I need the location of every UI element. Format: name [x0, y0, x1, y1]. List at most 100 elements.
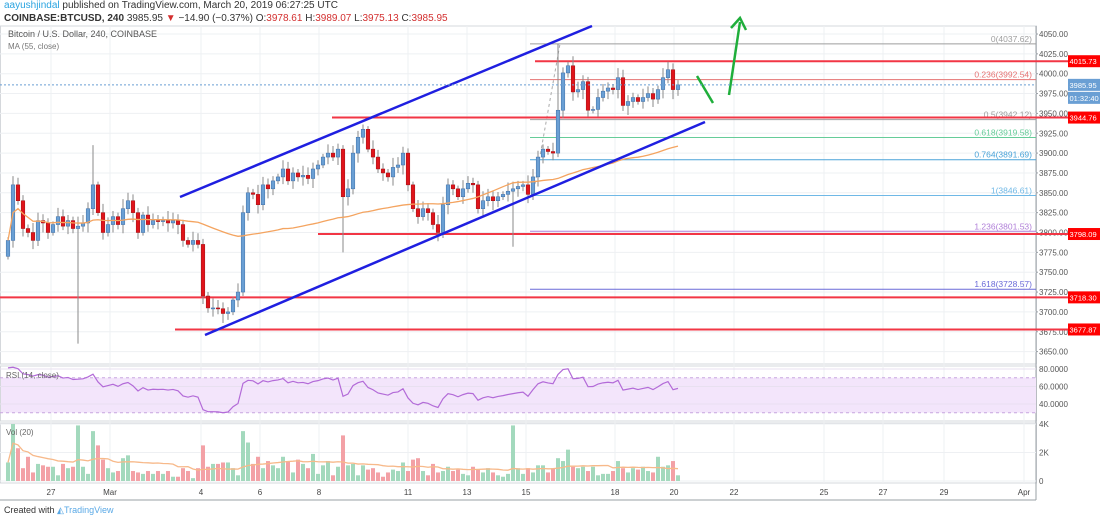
volume-bar	[196, 468, 200, 481]
candle-body	[60, 216, 66, 227]
volume-bar	[66, 468, 70, 481]
y-tick-label: 3750.00	[1039, 268, 1068, 277]
candle-body	[225, 311, 231, 314]
volume-bar	[331, 475, 335, 481]
candle-body	[665, 69, 671, 78]
volume-bar	[641, 466, 645, 481]
level-price-tag: 3677.87	[1070, 325, 1097, 334]
candle-body	[165, 220, 171, 224]
volume-bar	[571, 466, 575, 481]
volume-bar	[246, 442, 250, 481]
volume-legend: Vol (20)	[6, 428, 34, 437]
volume-bar	[46, 466, 50, 481]
candle-body	[240, 212, 246, 293]
candle-body	[175, 220, 181, 225]
volume-bar	[141, 473, 145, 481]
volume-bar	[366, 469, 370, 481]
candle-body	[605, 87, 611, 92]
candle-body	[155, 220, 161, 222]
candle-body	[585, 81, 591, 111]
candle-body	[565, 65, 571, 74]
down-move-line	[695, 75, 715, 104]
volume-bar	[231, 468, 235, 481]
author-link[interactable]: aayushjindal	[4, 0, 60, 11]
candle-body	[395, 164, 401, 168]
close-label: C:	[401, 13, 412, 24]
channel-upper-line	[179, 24, 593, 199]
volume-bar	[506, 473, 510, 481]
volume-bar	[181, 468, 185, 481]
volume-bar	[271, 465, 275, 481]
candle-body	[675, 84, 681, 90]
volume-bar	[56, 475, 60, 481]
candle-body	[25, 228, 31, 233]
last-price-tag: 3985.95	[1070, 81, 1097, 90]
candle-body	[420, 208, 426, 217]
candle-body	[515, 186, 521, 190]
candle-body	[545, 148, 551, 152]
volume-bar	[201, 445, 205, 481]
candle-body	[445, 184, 451, 205]
volume-bar	[261, 468, 265, 481]
rsi-tick-label: 80.0000	[1039, 365, 1068, 374]
symbol-info: COINBASE:BTCUSD, 240 3985.95 ▼ −14.90 (−…	[4, 13, 448, 25]
volume-bar	[321, 465, 325, 481]
candle-body	[275, 176, 281, 182]
candle-body	[430, 212, 436, 225]
y-tick-label: 3850.00	[1039, 189, 1068, 198]
candle-body	[325, 152, 331, 158]
candle-body	[520, 184, 526, 187]
volume-bar	[396, 471, 400, 481]
tradingview-link[interactable]: TradingView	[63, 505, 114, 515]
candle-body	[300, 175, 306, 178]
volume-bar	[81, 466, 85, 481]
volume-bar	[266, 461, 270, 481]
fib-level-label: 1.618(3728.57)	[974, 279, 1032, 289]
candle-body	[65, 220, 71, 227]
rsi-legend: RSI (14, close)	[6, 371, 59, 380]
y-tick-label: 3875.00	[1039, 169, 1068, 178]
volume-bar	[111, 472, 115, 481]
candle-body	[245, 192, 251, 213]
y-tick-label: 3700.00	[1039, 308, 1068, 317]
volume-bar	[341, 435, 345, 481]
volume-bar	[121, 458, 125, 481]
candle-body	[525, 184, 531, 195]
volume-bar	[61, 463, 65, 481]
volume-bar	[476, 469, 480, 481]
volume-bar	[381, 476, 385, 481]
candle-body	[320, 156, 326, 166]
high-label: H:	[305, 13, 316, 24]
candle-body	[380, 168, 386, 174]
volume-bar	[566, 449, 570, 481]
x-tick-label: 13	[463, 488, 472, 497]
candle-body	[620, 77, 626, 106]
candle-body	[220, 308, 226, 314]
volume-bar	[391, 469, 395, 481]
candle-body	[590, 109, 596, 111]
high-value: 3989.07	[315, 13, 352, 24]
candle-body	[270, 180, 276, 190]
volume-bar	[161, 473, 165, 481]
ma-line	[7, 145, 679, 241]
volume-bar	[376, 472, 380, 481]
created-with-text: Created with	[4, 505, 55, 515]
volume-bar	[401, 462, 405, 481]
volume-bar	[146, 471, 150, 481]
chart-title: Bitcoin / U.S. Dollar, 240, COINBASE	[8, 29, 157, 39]
volume-bar	[361, 465, 365, 481]
volume-bar	[521, 473, 525, 481]
volume-bar	[371, 468, 375, 481]
volume-bar	[611, 471, 615, 481]
volume-bar	[281, 456, 285, 481]
x-tick-label: 27	[47, 488, 56, 497]
candle-body	[130, 200, 136, 213]
candle-body	[400, 152, 406, 166]
volume-bar	[636, 469, 640, 481]
volume-bar	[661, 466, 665, 481]
volume-bar	[206, 466, 210, 481]
candle-body	[385, 172, 391, 178]
candle-body	[290, 172, 296, 182]
arrowhead-icon	[730, 15, 748, 31]
